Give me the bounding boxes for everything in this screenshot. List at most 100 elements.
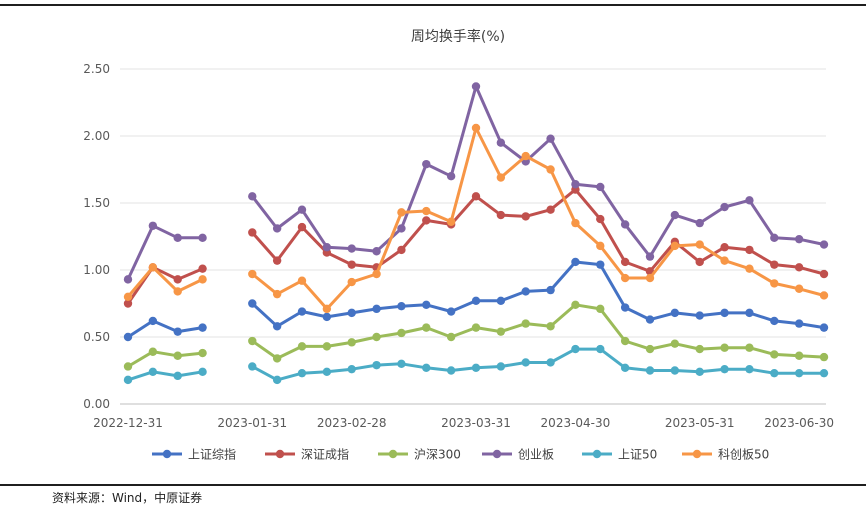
data-point <box>322 367 332 377</box>
x-tick-label: 2023-02-28 <box>317 416 387 430</box>
data-point <box>347 364 356 374</box>
data-point <box>198 323 207 332</box>
data-point <box>446 332 456 342</box>
gridlines <box>120 68 826 405</box>
data-point <box>272 289 282 299</box>
data-point <box>422 323 431 332</box>
data-point <box>347 338 356 347</box>
data-point <box>695 240 704 249</box>
data-point <box>322 342 332 351</box>
data-point <box>620 303 630 312</box>
data-point <box>670 210 680 220</box>
data-point <box>670 339 680 348</box>
y-tick-label: 2.50 <box>83 62 110 76</box>
data-point <box>372 360 381 370</box>
data-point <box>372 332 381 342</box>
data-point <box>521 212 530 221</box>
x-tick-label: 2022-12-31 <box>93 416 163 430</box>
data-point <box>521 287 530 296</box>
data-point <box>248 228 257 237</box>
series-line <box>126 126 825 311</box>
series-0 <box>123 257 829 342</box>
x-tick-label: 2023-05-31 <box>665 416 735 430</box>
data-point <box>173 275 182 284</box>
data-point <box>745 364 754 374</box>
data-point <box>620 220 630 229</box>
data-point <box>123 375 133 385</box>
data-point <box>372 304 381 314</box>
data-point <box>596 182 605 192</box>
x-tick-label: 2023-06-30 <box>764 416 834 430</box>
legend-label: 科创板50 <box>718 448 769 462</box>
data-point <box>471 363 481 373</box>
series-4 <box>123 344 829 385</box>
legend-swatch-marker <box>162 449 172 459</box>
data-point <box>720 243 729 252</box>
data-point <box>819 352 829 362</box>
chart-title: 周均换手率(%) <box>411 28 505 45</box>
data-point <box>422 363 431 373</box>
data-point <box>248 269 257 279</box>
data-point <box>496 327 506 336</box>
series-group <box>123 82 829 385</box>
y-tick-label: 0.50 <box>83 330 110 344</box>
data-point <box>695 218 704 228</box>
data-point <box>397 359 406 368</box>
data-point <box>446 172 456 181</box>
data-point <box>173 287 182 296</box>
y-axis-ticks: 0.00 0.50 1.00 1.50 2.00 2.50 <box>83 62 110 411</box>
data-point <box>471 296 481 306</box>
data-point <box>745 343 754 352</box>
data-point <box>794 234 804 244</box>
data-point <box>322 243 332 252</box>
y-tick-label: 0.00 <box>83 397 110 411</box>
data-point <box>297 205 307 214</box>
y-tick-label: 1.00 <box>83 263 110 277</box>
data-point <box>446 217 456 226</box>
data-point <box>745 264 754 273</box>
legend-swatch-marker <box>692 449 702 459</box>
data-point <box>720 364 729 374</box>
data-point <box>620 336 630 346</box>
y-tick-label: 1.50 <box>83 196 110 210</box>
data-point <box>347 308 356 318</box>
data-point <box>322 312 332 322</box>
legend-swatch-marker <box>275 449 285 459</box>
data-point <box>272 322 282 331</box>
data-point <box>496 362 506 371</box>
data-point <box>446 307 456 316</box>
legend-swatch-marker <box>592 449 602 459</box>
data-point <box>620 363 630 373</box>
data-point <box>521 319 530 328</box>
data-point <box>745 308 754 318</box>
data-point <box>397 301 406 311</box>
data-point <box>670 241 680 251</box>
data-point <box>770 350 779 359</box>
data-point <box>770 316 779 326</box>
data-point <box>596 214 605 224</box>
data-point <box>347 277 356 287</box>
legend: 上证综指 深证成指 沪深300 创业板 上证50 科创板50 <box>152 447 769 462</box>
data-point <box>198 367 207 377</box>
legend-label: 上证综指 <box>188 447 236 462</box>
data-point <box>496 210 506 220</box>
data-point <box>198 275 207 284</box>
data-point <box>770 260 779 269</box>
data-point <box>571 257 580 267</box>
data-point <box>745 196 754 205</box>
data-point <box>596 344 605 354</box>
data-point <box>422 300 431 310</box>
data-point <box>546 358 555 367</box>
data-point <box>571 344 580 354</box>
data-point <box>297 307 307 316</box>
data-point <box>645 252 655 261</box>
data-point <box>745 245 754 255</box>
data-point <box>521 151 530 161</box>
data-point <box>695 257 704 267</box>
data-point <box>148 221 158 230</box>
data-point <box>148 347 158 356</box>
data-point <box>248 192 257 201</box>
data-point <box>670 308 680 318</box>
series-3 <box>123 82 829 284</box>
turnover-chart: 周均换手率(%) 0.00 0.50 1.00 1.50 2.00 2.50 2022-1… <box>83 28 834 462</box>
